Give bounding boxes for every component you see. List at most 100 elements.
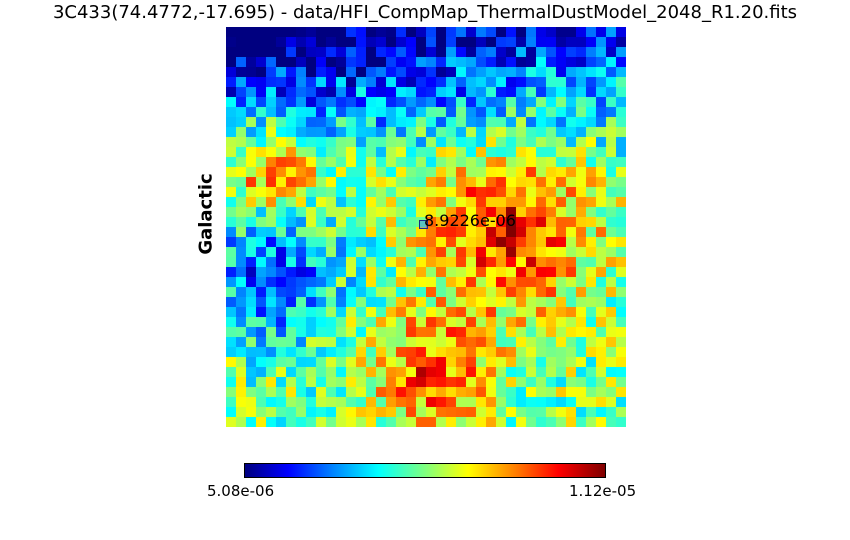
map-pixel [586, 287, 597, 298]
map-pixel [386, 77, 397, 88]
map-pixel [376, 397, 387, 408]
map-pixel [586, 357, 597, 368]
map-pixel [546, 307, 557, 318]
map-pixel [376, 347, 387, 358]
map-pixel [576, 77, 587, 88]
map-pixel [376, 207, 387, 218]
map-pixel [256, 177, 267, 188]
map-pixel [476, 177, 487, 188]
map-pixel [336, 417, 347, 427]
map-pixel [466, 187, 477, 198]
map-pixel [326, 127, 337, 138]
map-pixel [366, 377, 377, 388]
map-pixel [456, 267, 467, 278]
map-pixel [436, 147, 447, 158]
map-pixel [426, 287, 437, 298]
map-pixel [546, 157, 557, 168]
map-pixel [226, 197, 237, 208]
map-pixel [246, 377, 257, 388]
map-pixel [446, 167, 457, 178]
map-pixel [356, 57, 367, 68]
map-pixel [306, 347, 317, 358]
map-pixel [426, 197, 437, 208]
map-pixel [306, 367, 317, 378]
map-pixel [236, 347, 247, 358]
map-pixel [596, 197, 607, 208]
map-pixel [596, 257, 607, 268]
map-pixel [376, 367, 387, 378]
map-pixel [386, 57, 397, 68]
map-pixel [576, 67, 587, 78]
map-pixel [526, 367, 537, 378]
map-pixel [436, 297, 447, 308]
map-pixel [256, 167, 267, 178]
map-pixel [256, 67, 267, 78]
map-pixel [306, 37, 317, 48]
map-pixel [336, 107, 347, 118]
map-pixel [366, 127, 377, 138]
map-pixel [466, 177, 477, 188]
map-pixel [566, 67, 577, 78]
map-pixel [606, 57, 617, 68]
map-pixel [576, 277, 587, 288]
map-pixel [516, 157, 527, 168]
map-pixel [616, 237, 626, 248]
map-pixel [386, 287, 397, 298]
map-pixel [386, 177, 397, 188]
map-pixel [506, 77, 517, 88]
map-pixel [576, 147, 587, 158]
map-pixel [476, 407, 487, 418]
map-pixel [376, 247, 387, 258]
map-pixel [376, 147, 387, 158]
map-pixel [376, 167, 387, 178]
map-pixel [286, 337, 297, 348]
map-pixel [436, 77, 447, 88]
map-pixel [306, 87, 317, 98]
map-pixel [596, 147, 607, 158]
map-pixel [586, 327, 597, 338]
map-pixel [506, 277, 517, 288]
map-pixel [606, 337, 617, 348]
map-pixel [386, 137, 397, 148]
map-pixel [436, 227, 447, 238]
map-pixel [266, 277, 277, 288]
map-pixel [476, 337, 487, 348]
map-pixel [246, 107, 257, 118]
map-pixel [466, 347, 477, 358]
map-pixel [466, 317, 477, 328]
map-pixel [376, 37, 387, 48]
map-pixel [226, 207, 237, 218]
map-pixel [316, 37, 327, 48]
map-pixel [386, 417, 397, 427]
map-pixel [496, 207, 507, 218]
map-pixel [586, 257, 597, 268]
map-pixel [286, 407, 297, 418]
map-pixel [226, 87, 237, 98]
map-pixel [606, 127, 617, 138]
map-pixel [606, 167, 617, 178]
map-pixel [426, 417, 437, 427]
map-pixel [256, 197, 267, 208]
map-pixel [486, 217, 497, 228]
map-pixel [336, 307, 347, 318]
map-pixel [226, 137, 237, 148]
map-pixel [276, 407, 287, 418]
map-pixel [516, 147, 527, 158]
map-pixel [246, 267, 257, 278]
map-pixel [546, 227, 557, 238]
map-pixel [546, 317, 557, 328]
map-pixel [296, 197, 307, 208]
map-pixel [406, 357, 417, 368]
map-pixel [406, 107, 417, 118]
map-pixel [326, 47, 337, 58]
map-pixel [386, 37, 397, 48]
map-pixel [566, 237, 577, 248]
map-pixel [486, 307, 497, 318]
map-pixel [536, 87, 547, 98]
map-pixel [306, 407, 317, 418]
map-pixel [326, 207, 337, 218]
map-pixel [396, 147, 407, 158]
map-pixel [506, 297, 517, 308]
map-pixel [516, 347, 527, 358]
map-pixel [396, 267, 407, 278]
